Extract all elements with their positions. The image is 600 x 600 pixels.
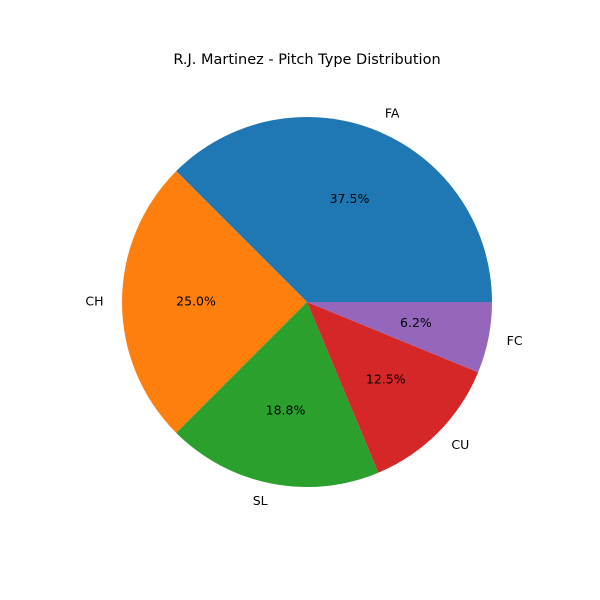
pie-slice-fc bbox=[307, 302, 492, 373]
pie-slices bbox=[122, 116, 492, 487]
pie-slice-fa bbox=[176, 116, 492, 302]
slice-category-labels: FA CH SL CU FC bbox=[85, 105, 522, 508]
slice-percent-fa: 37.5% bbox=[330, 191, 370, 206]
pie-slice-cu bbox=[307, 302, 479, 473]
slice-label-ch: CH bbox=[85, 294, 103, 309]
pie-slice-ch bbox=[122, 171, 307, 433]
slice-percent-sl: 18.8% bbox=[266, 402, 306, 417]
slice-percent-fc: 6.2% bbox=[400, 315, 432, 330]
slice-percent-cu: 12.5% bbox=[366, 372, 406, 387]
chart-title: R.J. Martinez - Pitch Type Distribution bbox=[173, 52, 440, 68]
slice-label-cu: CU bbox=[451, 437, 469, 452]
pie-slice-sl bbox=[176, 302, 379, 487]
slice-percent-labels: 37.5% 25.0% 18.8% 12.5% 6.2% bbox=[176, 191, 432, 417]
slice-label-fc: FC bbox=[507, 333, 523, 348]
slice-percent-ch: 25.0% bbox=[176, 294, 216, 309]
slice-label-sl: SL bbox=[253, 493, 268, 508]
slice-label-fa: FA bbox=[385, 105, 400, 120]
